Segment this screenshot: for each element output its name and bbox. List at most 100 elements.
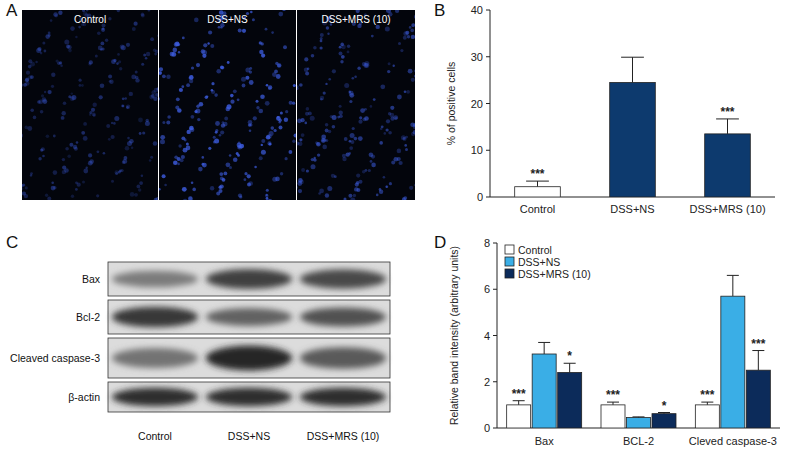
nucleus: [380, 128, 383, 131]
nucleus: [356, 10, 360, 13]
nucleus: [414, 184, 415, 186]
nucleus: [221, 66, 225, 70]
nucleus: [414, 14, 415, 19]
nucleus: [93, 103, 97, 107]
nucleus: [411, 132, 415, 136]
nucleus: [191, 115, 195, 119]
nuclei: [297, 10, 415, 200]
nucleus: [261, 42, 264, 45]
nucleus: [159, 188, 161, 191]
nucleus: [297, 186, 298, 189]
nucleus: [208, 147, 211, 150]
nucleus: [138, 188, 141, 191]
nucleus: [398, 42, 401, 45]
nucleus: [186, 146, 191, 151]
nucleus: [132, 27, 136, 31]
nucleus: [352, 127, 355, 130]
nucleus: [399, 161, 403, 165]
nucleus: [26, 71, 30, 75]
nucleus: [164, 184, 167, 187]
nucleus: [42, 42, 45, 45]
nucleus: [376, 25, 380, 29]
nucleus: [305, 72, 309, 76]
nucleus: [129, 92, 133, 96]
nucleus: [339, 111, 343, 115]
nucleus: [215, 121, 220, 126]
legend: ControlDSS+NSDSS+MRS (10): [505, 244, 591, 280]
nucleus: [350, 140, 354, 144]
nucleus: [414, 75, 415, 78]
nucleus: [339, 51, 343, 55]
nucleus: [278, 118, 282, 122]
error-bar: [727, 119, 728, 134]
nucleus: [22, 188, 23, 190]
nucleus: [53, 170, 58, 175]
image-label: DSS+NS: [207, 14, 248, 25]
nucleus: [357, 67, 360, 70]
nucleus: [358, 136, 363, 141]
nucleus: [331, 174, 335, 178]
significance: ***: [530, 167, 544, 181]
nucleus: [62, 170, 66, 174]
nucleus: [238, 193, 242, 197]
nucleus: [311, 54, 315, 58]
nucleus: [126, 106, 129, 109]
nucleus: [210, 44, 214, 48]
x-tick-label: BCL-2: [623, 435, 654, 447]
significance: ***: [700, 388, 714, 402]
nucleus: [332, 125, 336, 129]
nucleus: [280, 172, 283, 175]
band: [112, 307, 198, 327]
nucleus: [297, 85, 299, 88]
nucleus: [111, 135, 115, 139]
band: [112, 348, 198, 368]
blot-strip: [108, 300, 390, 334]
band: [112, 388, 198, 406]
figure: ABCDControlDSS+NSDSS+MRS (10)BaxBcl-2Cle…: [0, 0, 792, 468]
legend-label: Control: [518, 244, 552, 256]
nucleus: [254, 166, 257, 169]
x-tick-label: Cleved caspase-3: [689, 435, 777, 447]
nucleus: [219, 186, 222, 189]
bar: [705, 134, 751, 197]
bar: [601, 405, 625, 428]
nucleus: [47, 197, 51, 201]
micrograph: DSS+MRS (10): [237, 0, 577, 204]
y-tick: [486, 10, 490, 11]
legend-label: DSS+MRS (10): [518, 268, 591, 280]
nucleus: [40, 110, 44, 114]
nucleus: [62, 111, 66, 115]
nucleus: [100, 84, 105, 89]
nucleus: [224, 172, 228, 176]
nucleus: [347, 45, 350, 48]
panel-label: A: [6, 1, 18, 20]
nucleus: [146, 52, 150, 56]
nucleus: [162, 121, 165, 124]
nucleus: [62, 166, 66, 170]
nucleus: [83, 122, 87, 126]
image-label: DSS+MRS (10): [321, 14, 390, 25]
nucleus: [30, 174, 32, 176]
nucleus: [266, 84, 269, 87]
y-tick-label: 8: [484, 237, 490, 249]
nucleus: [311, 158, 314, 161]
nucleus: [79, 79, 82, 82]
nucleus: [97, 32, 101, 36]
nucleus: [177, 163, 180, 166]
nucleus: [305, 122, 308, 125]
nucleus: [93, 114, 96, 117]
nucleus: [368, 169, 371, 172]
nucleus: [139, 132, 142, 135]
nucleus: [327, 33, 329, 35]
error-bar: [632, 57, 633, 82]
nucleus: [220, 177, 224, 181]
blot-strip: [108, 262, 390, 296]
y-tick-label: 40: [471, 4, 483, 16]
image-bg: [297, 10, 415, 200]
nucleus: [298, 178, 303, 183]
nucleus: [320, 40, 323, 43]
nucleus: [350, 197, 355, 200]
nucleus: [349, 146, 353, 150]
nucleus: [189, 79, 193, 83]
nucleus: [299, 138, 302, 141]
